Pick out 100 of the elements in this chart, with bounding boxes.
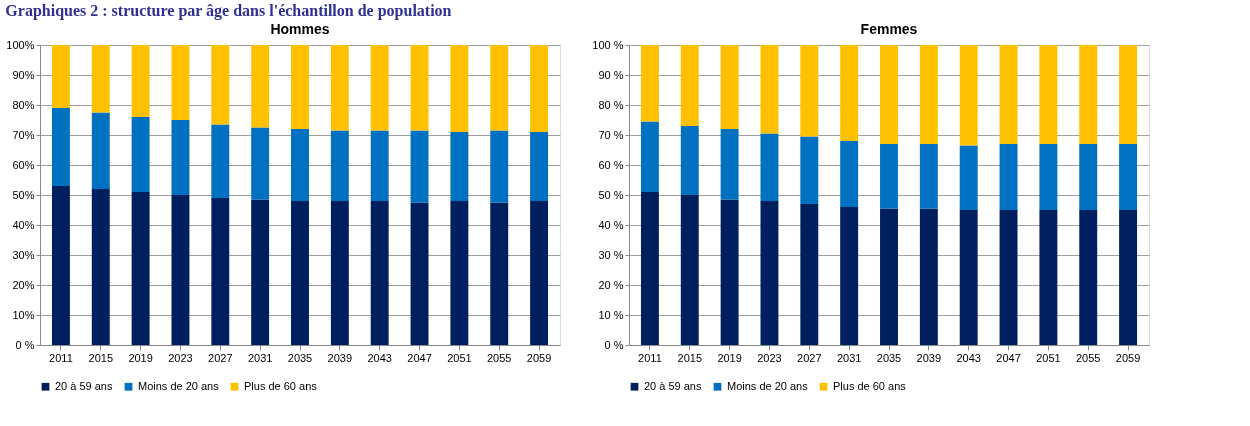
x-tick-label: 2023 <box>757 351 782 364</box>
bar <box>171 120 190 195</box>
bar <box>530 45 549 132</box>
y-tick-label: 30% <box>12 248 35 261</box>
y-tick-label: 50% <box>12 188 35 201</box>
y-tick-label: 40% <box>12 218 35 231</box>
bar <box>410 130 429 203</box>
y-tick-label: 60 % <box>598 158 624 171</box>
x-tick-label: 2047 <box>407 351 432 364</box>
x-tick-label: 2055 <box>486 351 512 364</box>
legend-label: Moins de 20 ans <box>727 379 809 392</box>
y-tick-label: 0 % <box>604 338 624 351</box>
bar <box>999 45 1018 144</box>
bar <box>330 201 349 345</box>
bar <box>490 45 509 131</box>
x-tick-label: 2039 <box>327 351 353 364</box>
bar <box>880 208 898 345</box>
bar <box>450 132 469 201</box>
bar <box>840 207 859 345</box>
y-tick-label: 10% <box>12 308 35 321</box>
chart-title: Femmes <box>860 21 918 37</box>
y-tick-label: 80% <box>12 98 35 111</box>
x-tick-label: 2035 <box>876 351 902 364</box>
bar <box>1039 144 1058 210</box>
x-tick-label: 2043 <box>956 351 981 364</box>
x-tick-label: 2031 <box>836 351 862 364</box>
legend-label: 20 à 59 ans <box>55 379 113 392</box>
x-tick-label: 2051 <box>447 351 472 364</box>
bar <box>91 45 110 113</box>
bar <box>410 202 429 345</box>
bar <box>760 45 779 134</box>
bar <box>370 130 389 201</box>
y-tick-label: 80 % <box>598 98 624 111</box>
y-tick-label: 20% <box>12 278 35 291</box>
bar <box>800 136 819 204</box>
y-tick-label: 70% <box>12 128 35 141</box>
bar <box>640 121 659 192</box>
x-tick-label: 2059 <box>1115 351 1141 364</box>
bar <box>211 198 230 345</box>
y-tick-label: 20 % <box>598 278 624 291</box>
y-tick-label: 10 % <box>598 308 624 321</box>
legend-label: 20 à 59 ans <box>644 379 702 392</box>
x-tick-label: 2027 <box>208 351 233 364</box>
bar <box>1079 45 1098 144</box>
bar <box>51 186 70 345</box>
bar <box>490 130 509 203</box>
bar <box>1079 210 1098 345</box>
bar <box>1119 45 1138 144</box>
y-tick-label: 30 % <box>598 248 624 261</box>
bar <box>330 45 349 131</box>
bar <box>1119 210 1138 345</box>
bar <box>330 130 349 201</box>
x-tick-label: 2059 <box>526 351 552 364</box>
bar <box>800 204 819 345</box>
bar <box>840 141 859 207</box>
bar <box>680 195 699 345</box>
bar <box>91 189 110 345</box>
x-tick-label: 2011 <box>49 351 73 364</box>
bar <box>1039 45 1058 144</box>
x-tick-label: 2019 <box>717 351 742 364</box>
x-tick-label: 2023 <box>168 351 193 364</box>
bar <box>410 45 429 131</box>
x-tick-label: 2035 <box>287 351 313 364</box>
x-tick-label: 2027 <box>797 351 822 364</box>
bar <box>919 45 938 144</box>
bar <box>51 108 70 186</box>
bar <box>450 45 469 132</box>
bar <box>291 45 309 129</box>
bar <box>840 45 859 141</box>
legend-label: Moins de 20 ans <box>138 379 220 392</box>
bar <box>530 201 549 345</box>
bar <box>1079 144 1098 210</box>
bar <box>959 45 978 146</box>
bar <box>640 192 659 345</box>
x-tick-label: 2039 <box>916 351 942 364</box>
bar <box>999 210 1018 345</box>
bar <box>800 45 819 137</box>
bar <box>131 117 150 192</box>
x-tick-label: 2043 <box>367 351 392 364</box>
bar <box>171 195 190 345</box>
bar <box>131 192 150 345</box>
x-tick-label: 2031 <box>247 351 273 364</box>
x-tick-label: 2047 <box>996 351 1021 364</box>
bar <box>1039 210 1058 345</box>
bar <box>530 132 549 201</box>
bar <box>251 45 270 128</box>
bar <box>919 208 938 345</box>
bar <box>211 124 230 198</box>
bar <box>680 126 699 195</box>
bar <box>131 45 150 117</box>
bar <box>999 144 1018 210</box>
bar <box>880 144 898 209</box>
x-tick-label: 2055 <box>1075 351 1101 364</box>
y-tick-label: 60% <box>12 158 35 171</box>
bar <box>760 133 779 201</box>
bar <box>760 201 779 345</box>
bar <box>450 201 469 345</box>
y-tick-label: 70 % <box>598 128 624 141</box>
legend-label: Plus de 60 ans <box>833 379 907 392</box>
x-tick-label: 2015 <box>88 351 114 364</box>
